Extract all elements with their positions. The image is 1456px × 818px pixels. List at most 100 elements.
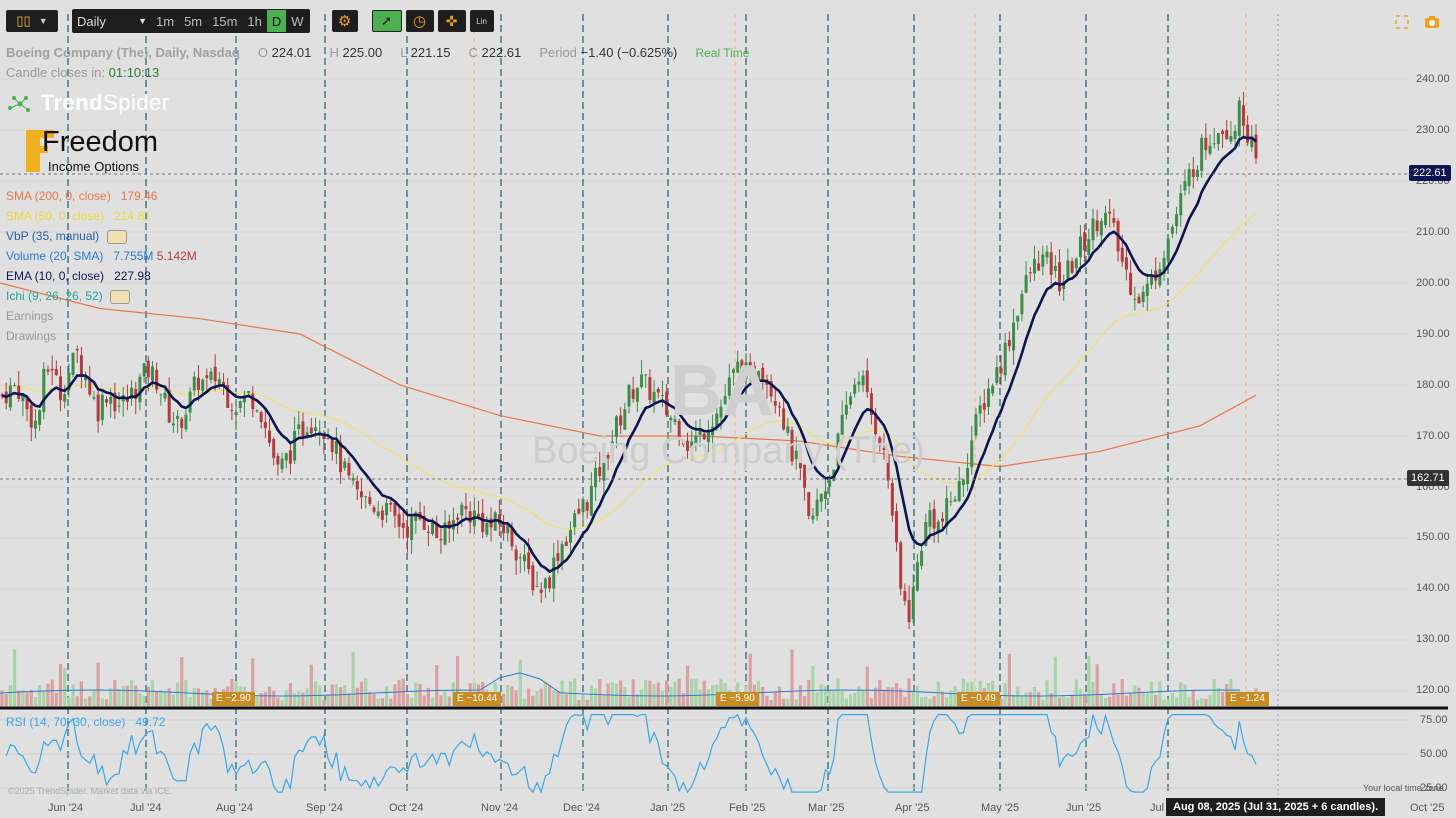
volume-bar (1103, 698, 1108, 706)
time-tick: Jul (1150, 802, 1165, 814)
candle-body (698, 429, 702, 435)
volume-bar (100, 698, 104, 706)
candle-body (1250, 136, 1254, 148)
indicator-volume[interactable]: Volume (20, SMA) 7.755M 5.142M (6, 249, 197, 263)
scale-label: Lin (476, 16, 487, 26)
volume-bar (1070, 694, 1074, 706)
volume-bar (33, 697, 38, 706)
candle-body (105, 399, 108, 403)
candle-body (1129, 272, 1133, 295)
volume-bar (945, 696, 949, 706)
indicator-vbp[interactable]: VbP (35, manual) (6, 229, 127, 244)
volume-bar (702, 680, 706, 706)
candle-body (644, 374, 648, 376)
volume-bar (644, 679, 648, 706)
volume-bar (389, 698, 393, 706)
chart-type-button[interactable]: ▯▯ ▼ (6, 10, 58, 32)
rsi-legend[interactable]: RSI (14, 70, 30, close) 49.72 (6, 715, 165, 729)
timeframe-dropdown[interactable]: Daily ▼ (73, 10, 151, 32)
volume-bar (17, 690, 21, 706)
local-time-label[interactable]: Your local time zone (1363, 783, 1444, 793)
volume-bar (155, 691, 159, 706)
volume-bar (652, 683, 656, 706)
candle-body (1229, 135, 1233, 142)
auto-trendlines-button[interactable]: ➚ (371, 10, 402, 32)
indicator-sma50[interactable]: SMA (50, 0, close) 214.81 (6, 209, 151, 223)
candle-body (957, 480, 961, 502)
candle-body (155, 369, 159, 390)
volume-bar (539, 688, 543, 706)
linear-scale-button[interactable]: Lin (469, 10, 494, 32)
interval-1m[interactable]: 1m (156, 13, 175, 29)
candle-body (276, 455, 280, 465)
volume-bar (1087, 656, 1091, 706)
time-tick: Jan '25 (650, 802, 686, 814)
settings-button[interactable]: ⚙ (331, 10, 358, 32)
indicator-earnings[interactable]: Earnings (6, 309, 53, 323)
candle-body (192, 376, 196, 391)
indicator-sma200[interactable]: SMA (200, 0, close) 179.46 (6, 189, 157, 203)
volume-bar (836, 678, 840, 706)
interval-1h[interactable]: 1h (247, 13, 262, 29)
earnings-marker[interactable]: E −10.44 (453, 692, 502, 706)
candle-body (376, 511, 380, 516)
volume-bar (351, 651, 355, 706)
visibility-icon[interactable] (110, 289, 131, 304)
candle-body (669, 417, 673, 421)
spider-icon (8, 96, 30, 113)
volume-bar (397, 680, 401, 706)
candle-body (255, 410, 259, 412)
chevron-down-icon: ▼ (38, 16, 48, 26)
candle-body (1007, 339, 1011, 347)
earnings-marker[interactable]: E −2.90 (212, 692, 255, 706)
interval-daily[interactable]: D (266, 10, 287, 32)
earnings-marker[interactable]: E −1.24 (1226, 692, 1269, 706)
volume-bar (134, 685, 138, 706)
candle-body (318, 431, 322, 433)
price-tick: 130.00 (1416, 633, 1450, 645)
interval-15m[interactable]: 15m (212, 13, 238, 29)
realtime-badge: Real Time (695, 46, 750, 60)
earnings-marker[interactable]: E −5.90 (716, 692, 759, 706)
volume-bar (405, 694, 410, 706)
indicator-ema[interactable]: EMA (10, 0, close) 227.98 (6, 269, 151, 283)
volume-bar (593, 688, 598, 706)
candle-body (761, 367, 765, 381)
volume-bar (853, 692, 857, 706)
candle-body (1200, 137, 1204, 171)
candle-body (773, 401, 777, 406)
fullscreen-icon[interactable] (1394, 14, 1410, 30)
crosshair-button[interactable]: ✜ (437, 10, 466, 32)
volume-bar (1078, 688, 1083, 706)
candle-body (25, 397, 29, 410)
interval-weekly[interactable]: W (291, 13, 304, 29)
volume-bar (1162, 699, 1166, 706)
volume-bar (426, 687, 430, 706)
candle-body (389, 502, 393, 505)
candle-body (142, 363, 146, 377)
indicator-value-2: 5.142M (156, 249, 197, 263)
volume-bar (761, 686, 765, 706)
volume-bar (104, 699, 109, 706)
candle-body (1099, 221, 1103, 236)
candle-body (138, 376, 142, 403)
candle-body (8, 385, 12, 408)
volume-bar (932, 696, 936, 706)
candle-body (88, 377, 92, 395)
candle-body (1158, 269, 1162, 286)
candle-body (510, 527, 514, 547)
indicator-ichimoku[interactable]: Ichi (9, 26, 26, 52) (6, 289, 131, 304)
volume-bar (894, 683, 899, 706)
visibility-icon[interactable] (106, 229, 127, 244)
volume-bar (619, 680, 623, 706)
time-button[interactable]: ◷ (405, 10, 434, 32)
candle-body (878, 437, 882, 446)
candle-body (1112, 218, 1116, 223)
camera-icon[interactable] (1424, 14, 1440, 30)
earnings-marker[interactable]: E −0.49 (957, 692, 1000, 706)
indicator-drawings[interactable]: Drawings (6, 329, 56, 343)
candle-body (1012, 322, 1016, 351)
interval-5m[interactable]: 5m (184, 13, 203, 29)
